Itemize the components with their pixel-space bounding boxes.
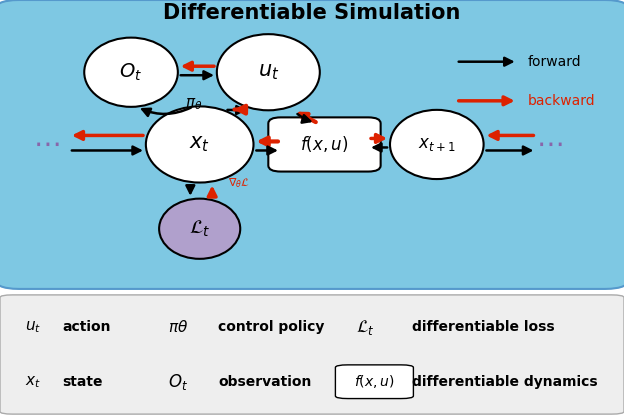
Text: differentiable dynamics: differentiable dynamics (412, 375, 597, 389)
Text: $f(x,u)$: $f(x,u)$ (300, 135, 349, 155)
FancyArrowPatch shape (459, 97, 511, 105)
Text: observation: observation (218, 375, 312, 389)
FancyArrowPatch shape (490, 132, 534, 139)
Text: $\pi\theta$: $\pi\theta$ (168, 319, 188, 335)
Ellipse shape (217, 34, 319, 110)
FancyArrowPatch shape (374, 143, 388, 151)
FancyArrowPatch shape (76, 132, 143, 139)
Text: $x_{t+1}$: $x_{t+1}$ (418, 136, 456, 153)
Text: $f(x,u)$: $f(x,u)$ (354, 373, 395, 390)
Text: forward: forward (527, 55, 581, 69)
Text: $u_t$: $u_t$ (25, 319, 41, 335)
Text: action: action (62, 320, 111, 334)
Ellipse shape (84, 38, 178, 107)
FancyArrowPatch shape (459, 58, 512, 66)
FancyArrowPatch shape (371, 135, 383, 143)
Text: $O_t$: $O_t$ (119, 61, 143, 83)
FancyBboxPatch shape (336, 365, 413, 399)
FancyArrowPatch shape (227, 106, 244, 114)
FancyBboxPatch shape (0, 0, 624, 289)
Ellipse shape (159, 199, 240, 259)
Text: backward: backward (527, 94, 595, 108)
Text: control policy: control policy (218, 320, 324, 334)
FancyArrowPatch shape (187, 185, 194, 193)
FancyArrowPatch shape (256, 147, 275, 154)
Text: $\nabla_\theta\mathcal{L}$: $\nabla_\theta\mathcal{L}$ (228, 177, 250, 191)
FancyArrowPatch shape (486, 147, 531, 154)
FancyArrowPatch shape (298, 114, 310, 122)
Text: $\cdots$: $\cdots$ (34, 130, 60, 158)
FancyArrowPatch shape (72, 147, 140, 154)
FancyBboxPatch shape (268, 117, 381, 171)
Text: $\cdots$: $\cdots$ (536, 130, 562, 158)
Text: $\mathcal{L}_t$: $\mathcal{L}_t$ (356, 318, 374, 337)
Text: differentiable loss: differentiable loss (412, 320, 555, 334)
FancyArrowPatch shape (180, 71, 212, 79)
FancyArrowPatch shape (142, 107, 191, 116)
Text: $\mathcal{L}_t$: $\mathcal{L}_t$ (189, 219, 210, 239)
FancyArrowPatch shape (235, 106, 246, 114)
Text: Differentiable Simulation: Differentiable Simulation (163, 3, 461, 23)
FancyBboxPatch shape (0, 295, 624, 414)
Text: state: state (62, 375, 103, 389)
FancyArrowPatch shape (208, 189, 216, 197)
FancyArrowPatch shape (300, 114, 316, 122)
Text: $\pi_\theta$: $\pi_\theta$ (185, 96, 202, 112)
Text: $x_t$: $x_t$ (25, 374, 41, 390)
Text: $x_t$: $x_t$ (189, 135, 210, 154)
Text: $u_t$: $u_t$ (258, 62, 279, 82)
FancyArrowPatch shape (261, 138, 278, 145)
Ellipse shape (146, 107, 253, 183)
FancyArrowPatch shape (185, 62, 214, 70)
Text: $O_t$: $O_t$ (168, 372, 188, 392)
Ellipse shape (390, 110, 484, 179)
